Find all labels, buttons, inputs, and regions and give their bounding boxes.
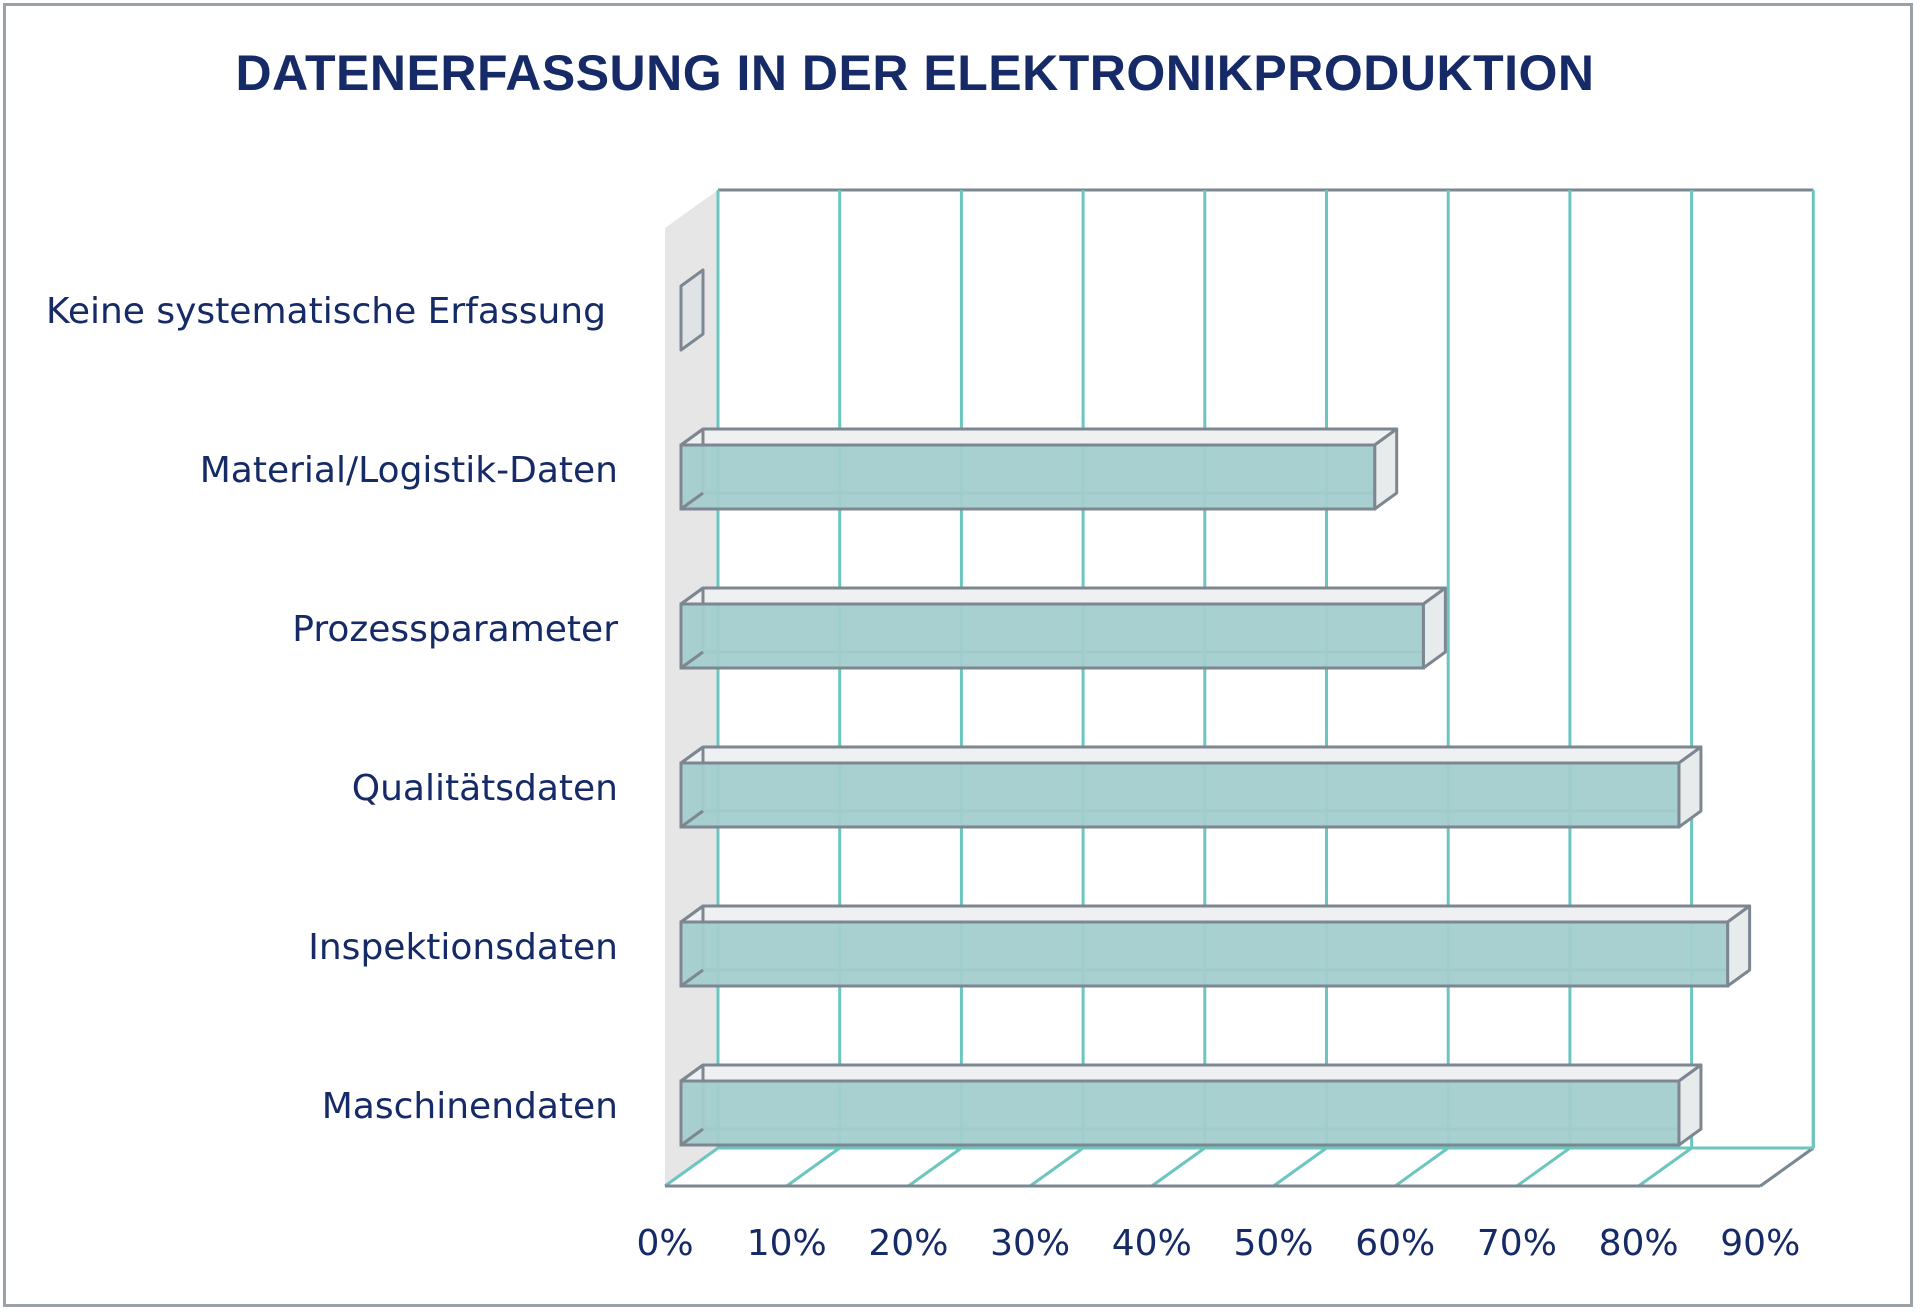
x-tick-label: 20% <box>868 1223 948 1264</box>
floor-gridline-80 <box>1637 1146 1693 1188</box>
x-tick-label: 10% <box>747 1223 827 1264</box>
chart-title: DATENERFASSUNG IN DER ELEKTRONIKPRODUKTI… <box>235 45 1595 101</box>
floor-gridline-0 <box>664 1146 719 1188</box>
x-tick-label: 30% <box>990 1223 1070 1264</box>
floor-gridline-50 <box>1272 1146 1328 1188</box>
floor-gridline-60 <box>1394 1146 1450 1188</box>
floor-gridline-20 <box>907 1146 963 1188</box>
x-tick-label: 50% <box>1233 1223 1313 1264</box>
category-label: Prozessparameter <box>292 609 618 650</box>
floor-gridline-40 <box>1150 1146 1206 1188</box>
x-tick-label: 70% <box>1477 1223 1557 1264</box>
bar-3 <box>679 745 1703 829</box>
x-tick-label: 80% <box>1599 1223 1679 1264</box>
bar-4 <box>679 904 1752 988</box>
category-label: Inspektionsdaten <box>308 927 618 968</box>
category-label: Keine systematische Erfassung <box>46 291 606 332</box>
bar-1 <box>679 427 1399 511</box>
floor-gridline-70 <box>1516 1146 1571 1188</box>
bar-2 <box>679 586 1447 670</box>
x-tick-label: 40% <box>1112 1223 1192 1264</box>
x-tick-label: 90% <box>1720 1223 1800 1264</box>
category-label: Qualitätsdaten <box>352 768 618 809</box>
category-label: Maschinendaten <box>322 1086 618 1127</box>
x-tick-label: 60% <box>1355 1223 1435 1264</box>
x-tick-label: 0% <box>636 1223 693 1264</box>
bar-0 <box>679 268 705 352</box>
bar-5 <box>679 1063 1703 1147</box>
floor-right-edge <box>1759 1146 1815 1188</box>
floor-gridline-30 <box>1029 1146 1084 1188</box>
category-label: Material/Logistik-Daten <box>200 450 618 491</box>
floor-gridline-10 <box>785 1146 841 1188</box>
